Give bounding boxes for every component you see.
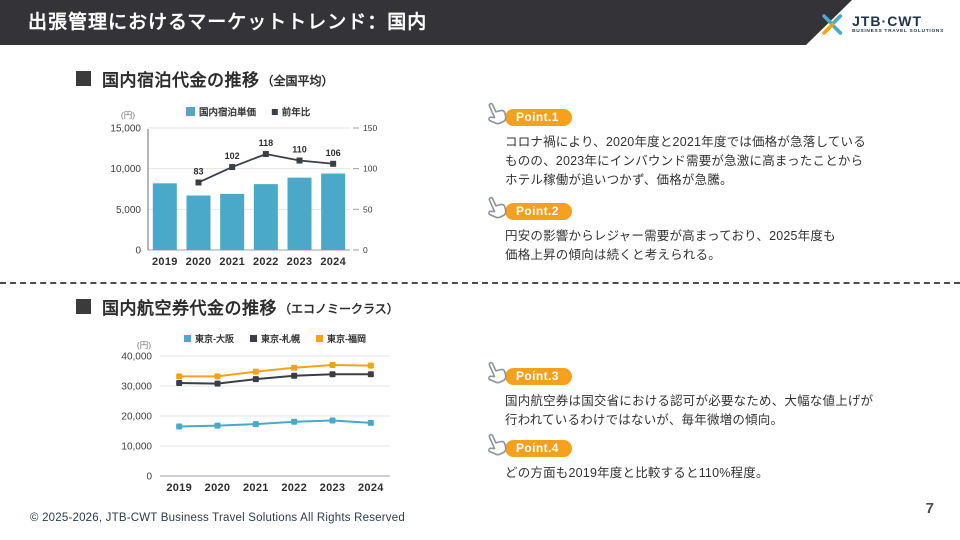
hand-pointer-icon (488, 196, 507, 219)
svg-text:東京-大阪: 東京-大阪 (195, 333, 235, 344)
svg-text:2019: 2019 (152, 256, 178, 268)
svg-text:50: 50 (363, 204, 373, 214)
hand-pointer-icon (488, 361, 507, 384)
svg-text:2020: 2020 (186, 256, 212, 268)
hotel-price-chart: 0 5,000 10,000 15,000 0 50 100 150 (円) 国内宿泊単価 前年比 2… (110, 107, 377, 269)
svg-text:150: 150 (363, 123, 377, 133)
svg-text:0: 0 (146, 472, 152, 483)
point-badge: Point.1 (505, 109, 572, 126)
svg-text:10,000: 10,000 (121, 442, 152, 453)
svg-text:2023: 2023 (287, 256, 313, 268)
page-number: 7 (925, 500, 934, 517)
point-text: 国内航空券は国交省における認可が必要なため、大幅な値上げが 行われているわけでは… (505, 394, 874, 427)
svg-text:2019: 2019 (166, 482, 192, 494)
svg-text:10,000: 10,000 (110, 164, 141, 175)
svg-text:2022: 2022 (281, 482, 307, 494)
svg-text:0: 0 (363, 245, 368, 255)
point-text: どの方面も2019年度と比較すると110%程度。 (505, 466, 769, 480)
dashed-divider (0, 282, 960, 284)
svg-text:40,000: 40,000 (121, 352, 152, 363)
svg-text:106: 106 (326, 148, 341, 158)
svg-text:5,000: 5,000 (116, 205, 141, 216)
svg-text:2024: 2024 (358, 482, 384, 494)
hand-pointer-icon (488, 433, 507, 456)
svg-text:0: 0 (135, 246, 141, 257)
svg-text:102: 102 (225, 151, 240, 161)
svg-text:2020: 2020 (205, 482, 231, 494)
svg-text:30,000: 30,000 (121, 382, 152, 393)
section-subtitle: （全国平均） (261, 73, 334, 88)
section-title: 国内宿泊代金の推移 (102, 71, 260, 90)
svg-text:国内宿泊単価: 国内宿泊単価 (199, 107, 257, 119)
svg-text:2021: 2021 (219, 256, 245, 268)
section-title: 国内航空券代金の推移 (102, 299, 277, 318)
svg-text:東京-福岡: 東京-福岡 (327, 333, 366, 344)
jtb-cwt-logo-icon (822, 14, 843, 35)
svg-text:2024: 2024 (320, 256, 346, 268)
svg-text:83: 83 (193, 166, 203, 176)
logo-tagline: BUSINESS TRAVEL SOLUTIONS (852, 29, 944, 35)
black-square-icon (76, 299, 91, 314)
copyright: © 2025-2026, JTB-CWT Business Travel Sol… (30, 512, 405, 524)
svg-text:118: 118 (259, 138, 274, 148)
svg-text:2022: 2022 (253, 256, 279, 268)
svg-text:(円): (円) (137, 340, 151, 350)
black-square-icon (76, 71, 91, 86)
point-block-2: Point.2 円安の影響からレジャー需要が高まっており、2025年度も 価格上… (488, 196, 905, 265)
section-subtitle: （エコノミークラス） (279, 301, 399, 316)
logo-text: JTB·CWT BUSINESS TRAVEL SOLUTIONS (852, 14, 944, 35)
point-block-1: Point.1 コロナ禍により、2020年度と2021年度では価格が急落している… (488, 102, 905, 189)
logo-name: JTB·CWT (852, 13, 923, 30)
svg-text:東京-札幌: 東京-札幌 (261, 333, 300, 344)
svg-text:100: 100 (363, 164, 377, 174)
point-text: コロナ禍により、2020年度と2021年度では価格が急落している ものの、202… (505, 135, 866, 187)
point-badge: Point.2 (505, 203, 572, 220)
section-heading-airfare: 国内航空券代金の推移 （エコノミークラス） (76, 294, 399, 319)
svg-text:20,000: 20,000 (121, 412, 152, 423)
header-bar: 出張管理におけるマーケットトレンド：国内 (0, 0, 852, 45)
svg-text:2021: 2021 (243, 482, 269, 494)
svg-text:(円): (円) (121, 110, 135, 120)
svg-text:110: 110 (292, 145, 307, 155)
svg-text:前年比: 前年比 (282, 107, 311, 119)
page-title: 出張管理におけるマーケットトレンド：国内 (28, 12, 428, 33)
company-logo: JTB·CWT BUSINESS TRAVEL SOLUTIONS (819, 11, 944, 38)
point-text: 円安の影響からレジャー需要が高まっており、2025年度も 価格上昇の傾向は続くと… (505, 229, 836, 262)
section-heading-hotel: 国内宿泊代金の推移 （全国平均） (76, 66, 334, 91)
airfare-price-chart: 0 10,000 20,000 30,000 40,000 (円) 東京-大阪 東京-札幌 東京… (121, 333, 390, 494)
point-block-4: Point.4 どの方面も2019年度と比較すると110%程度。 (488, 433, 905, 483)
svg-text:2023: 2023 (320, 482, 346, 494)
point-block-3: Point.3 国内航空券は国交省における認可が必要なため、大幅な値上げが 行わ… (488, 361, 905, 430)
point-badge: Point.4 (505, 440, 572, 457)
point-badge: Point.3 (505, 368, 572, 385)
hand-pointer-icon (488, 102, 507, 125)
svg-text:15,000: 15,000 (110, 124, 141, 135)
